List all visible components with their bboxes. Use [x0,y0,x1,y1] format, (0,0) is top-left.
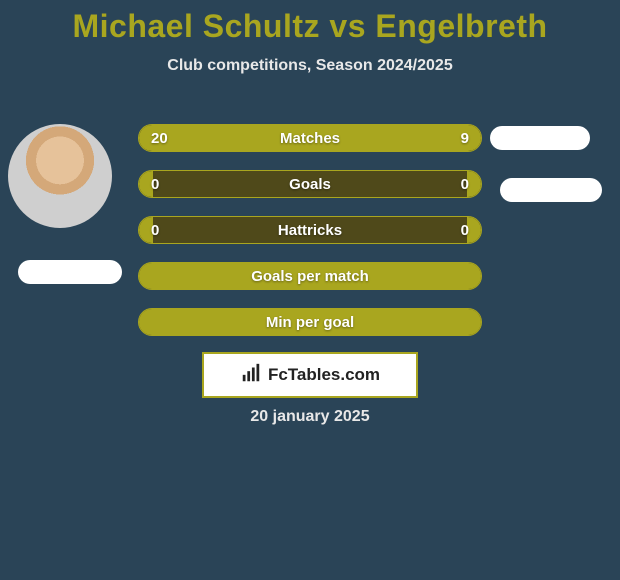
stat-row: 209Matches [138,124,482,152]
stat-row: 00Hattricks [138,216,482,244]
comparison-bars: 209Matches 00Goals 00Hattricks Goals per ma… [138,124,482,354]
stat-row: 00Goals [138,170,482,198]
stat-label: Hattricks [139,217,481,243]
comparison-subtitle: Club competitions, Season 2024/2025 [0,57,620,75]
player-left-name-pill [18,260,122,284]
stat-label: Goals per match [139,263,481,289]
snapshot-date: 20 january 2025 [0,408,620,426]
player-right-name-pill-1 [490,126,590,150]
stat-label: Matches [139,125,481,151]
chart-icon [240,362,262,389]
stat-label: Min per goal [139,309,481,335]
stat-row: Min per goal [138,308,482,336]
player-left-avatar [8,124,112,228]
watermark-text: FcTables.com [268,365,380,385]
player-right-name-pill-2 [500,178,602,202]
stat-label: Goals [139,171,481,197]
watermark-badge: FcTables.com [202,352,418,398]
stat-row: Goals per match [138,262,482,290]
comparison-title: Michael Schultz vs Engelbreth [0,0,620,45]
